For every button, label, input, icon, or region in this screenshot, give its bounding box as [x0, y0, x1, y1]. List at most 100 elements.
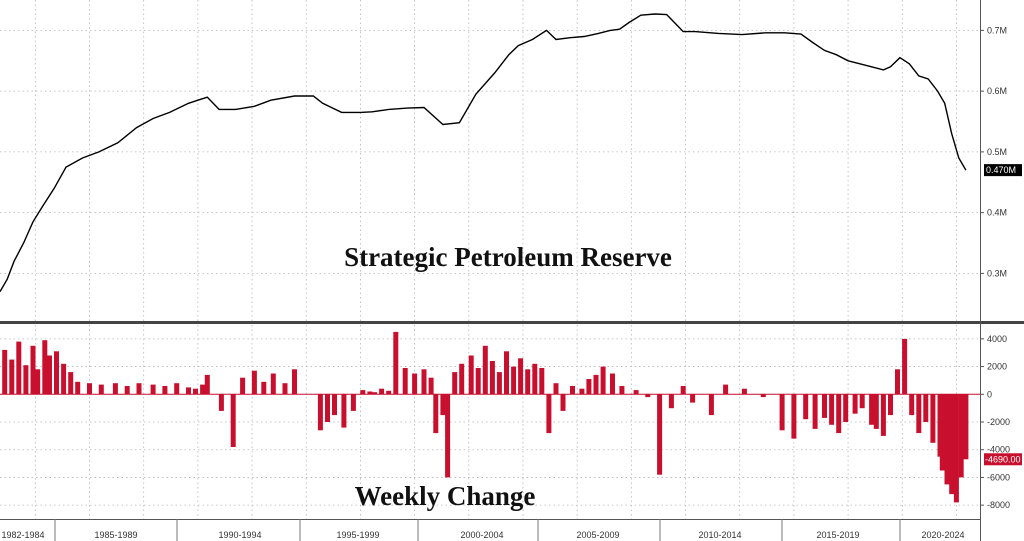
- weekly-change-bar: [843, 394, 849, 422]
- weekly-change-bar: [888, 394, 893, 416]
- top-y-tick-label: 0.7M: [987, 25, 1007, 35]
- weekly-change-bar: [880, 394, 886, 436]
- x-tick-label: 1990-1994: [218, 530, 261, 540]
- weekly-change-bar: [680, 386, 686, 395]
- bottom-last-value-badge: -4690.00: [984, 453, 1022, 466]
- weekly-change-bar: [560, 394, 566, 411]
- weekly-change-bar: [708, 394, 714, 416]
- bottom-y-tick-label: -2000: [987, 417, 1010, 427]
- weekly-change-bar: [445, 394, 451, 478]
- weekly-change-bar: [873, 394, 879, 429]
- weekly-change-bar: [402, 368, 408, 395]
- weekly-change-bar: [61, 363, 67, 395]
- x-tick-label: 1982-1984: [1, 530, 44, 540]
- weekly-change-bar: [539, 368, 545, 395]
- top-gridlines: [0, 0, 980, 322]
- weekly-change-bar: [317, 394, 323, 431]
- weekly-change-bar: [42, 340, 48, 395]
- x-axis: 1982-1984 1985-1989 1990-1994 1995-1999 2000…: [1, 519, 965, 541]
- weekly-change-bar: [251, 370, 257, 395]
- weekly-change-bar: [433, 394, 439, 434]
- weekly-change-bar: [657, 394, 663, 475]
- weekly-change-bar: [174, 383, 180, 395]
- weekly-change-bar: [958, 394, 964, 478]
- weekly-change-bar: [240, 377, 246, 395]
- weekly-change-bar: [230, 394, 236, 447]
- weekly-change-bar: [204, 374, 210, 395]
- weekly-change-bar: [593, 374, 599, 395]
- bottom-y-tick-label: -8000: [987, 500, 1010, 510]
- weekly-change-bar: [75, 381, 81, 395]
- weekly-change-bar: [836, 394, 842, 434]
- weekly-change-bar: [47, 355, 52, 395]
- weekly-change-bar: [360, 390, 366, 395]
- weekly-change-bar: [459, 363, 465, 395]
- bottom-panel-title: Weekly Change: [355, 481, 536, 511]
- weekly-change-bar: [16, 341, 22, 395]
- top-y-axis: 0.3M 0.4M 0.5M 0.6M 0.7M: [980, 25, 1007, 278]
- weekly-change-bar: [963, 394, 969, 460]
- weekly-change-bar: [150, 384, 156, 395]
- weekly-change-bar: [292, 369, 297, 395]
- weekly-change-bar: [496, 372, 502, 395]
- x-tick-label: 2000-2004: [460, 530, 503, 540]
- weekly-change-bar: [791, 394, 797, 439]
- weekly-change-bar: [186, 387, 191, 395]
- bottom-y-axis: 4000 2000 0 -2000 -4000 -6000 -8000: [980, 334, 1010, 510]
- weekly-change-bar: [482, 345, 488, 395]
- weekly-change-bar: [23, 365, 29, 395]
- spr-line: [0, 13, 967, 292]
- bottom-y-tick-label: -4000: [987, 445, 1010, 455]
- weekly-change-bar: [953, 394, 959, 503]
- weekly-change-bar: [930, 394, 936, 443]
- weekly-change-bar: [504, 351, 509, 395]
- top-y-tick-label: 0.6M: [987, 86, 1007, 96]
- weekly-change-bar: [760, 394, 766, 398]
- weekly-change-bar: [440, 394, 446, 416]
- weekly-change-bar: [511, 366, 517, 395]
- weekly-change-bar: [949, 394, 955, 495]
- weekly-change-bar: [332, 394, 337, 416]
- weekly-change-bar: [902, 338, 908, 395]
- weekly-change-bar: [325, 394, 330, 422]
- weekly-change-bar: [779, 394, 785, 431]
- weekly-change-bar: [859, 394, 865, 409]
- weekly-change-bar: [35, 369, 41, 395]
- weekly-change-bar: [489, 361, 495, 395]
- weekly-change-bar: [619, 386, 625, 395]
- weekly-change-bar: [475, 368, 481, 395]
- weekly-change-bar: [869, 394, 875, 425]
- weekly-change-bar: [570, 386, 575, 395]
- weekly-change-bar: [579, 388, 585, 395]
- x-tick-label: 1995-1999: [336, 530, 379, 540]
- bottom-y-tick-label: 0: [987, 389, 992, 399]
- weekly-change-bar: [518, 358, 524, 395]
- weekly-change-bar: [261, 381, 267, 395]
- weekly-change-bar: [610, 373, 615, 395]
- weekly-change-bar: [822, 394, 827, 418]
- weekly-change-bar: [282, 383, 288, 395]
- weekly-change-bar: [193, 388, 198, 395]
- weekly-change-bar: [829, 394, 835, 425]
- weekly-change-bar: [30, 345, 36, 395]
- weekly-change-bar: [200, 384, 206, 395]
- weekly-change-bar: [379, 388, 385, 395]
- x-tick-label: 2020-2024: [921, 530, 964, 540]
- weekly-change-bar: [421, 369, 427, 395]
- bottom-y-tick-label: -6000: [987, 472, 1010, 482]
- weekly-change-bar: [112, 383, 118, 395]
- weekly-change-bar: [586, 379, 592, 395]
- weekly-change-bar: [452, 372, 458, 395]
- top-last-value-badge: 0.470M: [984, 164, 1022, 177]
- weekly-change-bar: [668, 394, 674, 409]
- weekly-change-bar: [803, 394, 809, 420]
- weekly-change-bar: [68, 372, 74, 395]
- x-tick-label: 2010-2014: [698, 530, 741, 540]
- weekly-change-bar: [909, 394, 915, 416]
- top-y-tick-label: 0.4M: [987, 208, 1007, 218]
- weekly-change-bar: [428, 377, 434, 395]
- bottom-y-tick-label: 4000: [987, 334, 1007, 344]
- weekly-change-bar: [350, 394, 356, 411]
- weekly-change-bar: [852, 394, 858, 414]
- weekly-change-bar: [645, 394, 651, 398]
